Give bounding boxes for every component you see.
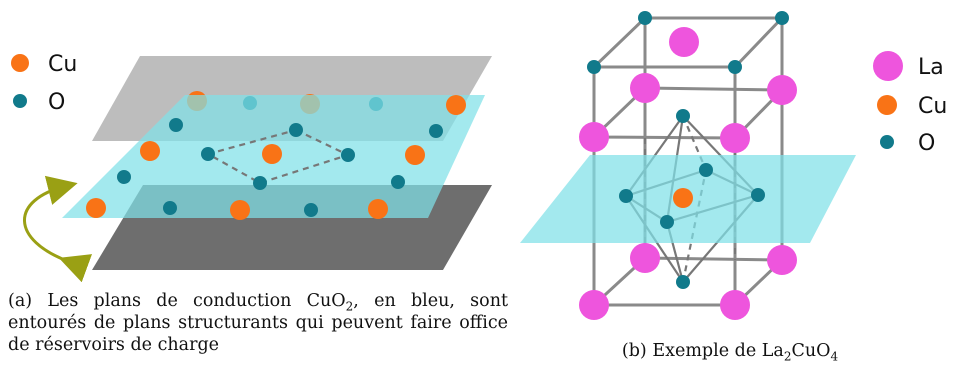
caption-a-formula-sub: 2 <box>345 299 354 314</box>
la-atom <box>579 290 609 320</box>
caption-b-formula-la-sub: 2 <box>783 349 792 364</box>
legend-cu-marker <box>11 54 29 72</box>
la-atom <box>767 245 797 275</box>
cu-atom <box>673 188 693 208</box>
legend-cu-label: Cu <box>48 52 77 77</box>
caption-b-formula-cuo: CuO <box>791 341 831 361</box>
cu-atom <box>262 144 282 164</box>
legend-cu-label: Cu <box>918 94 947 119</box>
o-atom <box>341 148 355 162</box>
caption-b: (b) Exemple de La2CuO4 <box>600 340 860 364</box>
la-atom <box>720 123 750 153</box>
la-atom <box>630 243 660 273</box>
o-atom <box>660 215 674 229</box>
cuo2-dashed-square <box>205 128 351 185</box>
cu-atom <box>405 145 425 165</box>
legend-la-label: La <box>918 55 944 80</box>
caption-a: (a) Les plans de conduction CuO2, en ble… <box>8 290 508 356</box>
cu-atom <box>230 200 250 220</box>
o-atom <box>751 188 765 202</box>
o-atom <box>728 60 742 74</box>
o-atom <box>117 170 131 184</box>
o-atom <box>619 189 633 203</box>
o-atom <box>676 109 690 123</box>
legend-cu-marker <box>877 95 897 115</box>
la-atom <box>579 122 609 152</box>
caption-b-text-before: Exemple de <box>652 341 762 361</box>
la-atom <box>669 27 699 57</box>
la-atom <box>767 75 797 105</box>
panel-a: Cu O <box>11 52 492 283</box>
o-atom <box>775 11 789 25</box>
o-atom <box>163 201 177 215</box>
caption-a-text-before: Les plans de conduction <box>47 291 307 311</box>
legend-o-label: O <box>48 90 65 115</box>
o-atom <box>699 163 713 177</box>
cu-atom <box>446 95 466 115</box>
o-atom <box>169 118 183 132</box>
o-atom <box>587 60 601 74</box>
la-atom <box>630 73 660 103</box>
legend-o-marker <box>13 94 27 108</box>
o-atom <box>201 147 215 161</box>
cu-atom <box>86 198 106 218</box>
panel-b: La Cu O <box>520 11 947 320</box>
la-atom <box>720 290 750 320</box>
o-atom <box>391 175 405 189</box>
legend-o-marker <box>880 135 894 149</box>
cu-atom <box>368 199 388 219</box>
caption-a-text-after: , en bleu, sont entourés de plans struct… <box>8 291 508 355</box>
caption-b-label: (b) <box>621 341 647 361</box>
caption-a-formula: CuO <box>306 291 346 311</box>
o-atom <box>304 203 318 217</box>
o-atom <box>289 123 303 137</box>
caption-b-formula-la: La <box>761 341 784 361</box>
caption-a-label: (a) <box>8 291 33 311</box>
cu-atom <box>140 141 160 161</box>
o-atom <box>253 176 267 190</box>
o-atom <box>638 11 652 25</box>
legend-o-label: O <box>918 131 935 156</box>
legend-la-marker <box>873 51 903 81</box>
o-atom <box>676 275 690 289</box>
caption-b-formula-cuo-sub: 4 <box>830 349 839 364</box>
o-atom <box>429 124 443 138</box>
charge-transfer-arrow <box>23 175 93 283</box>
